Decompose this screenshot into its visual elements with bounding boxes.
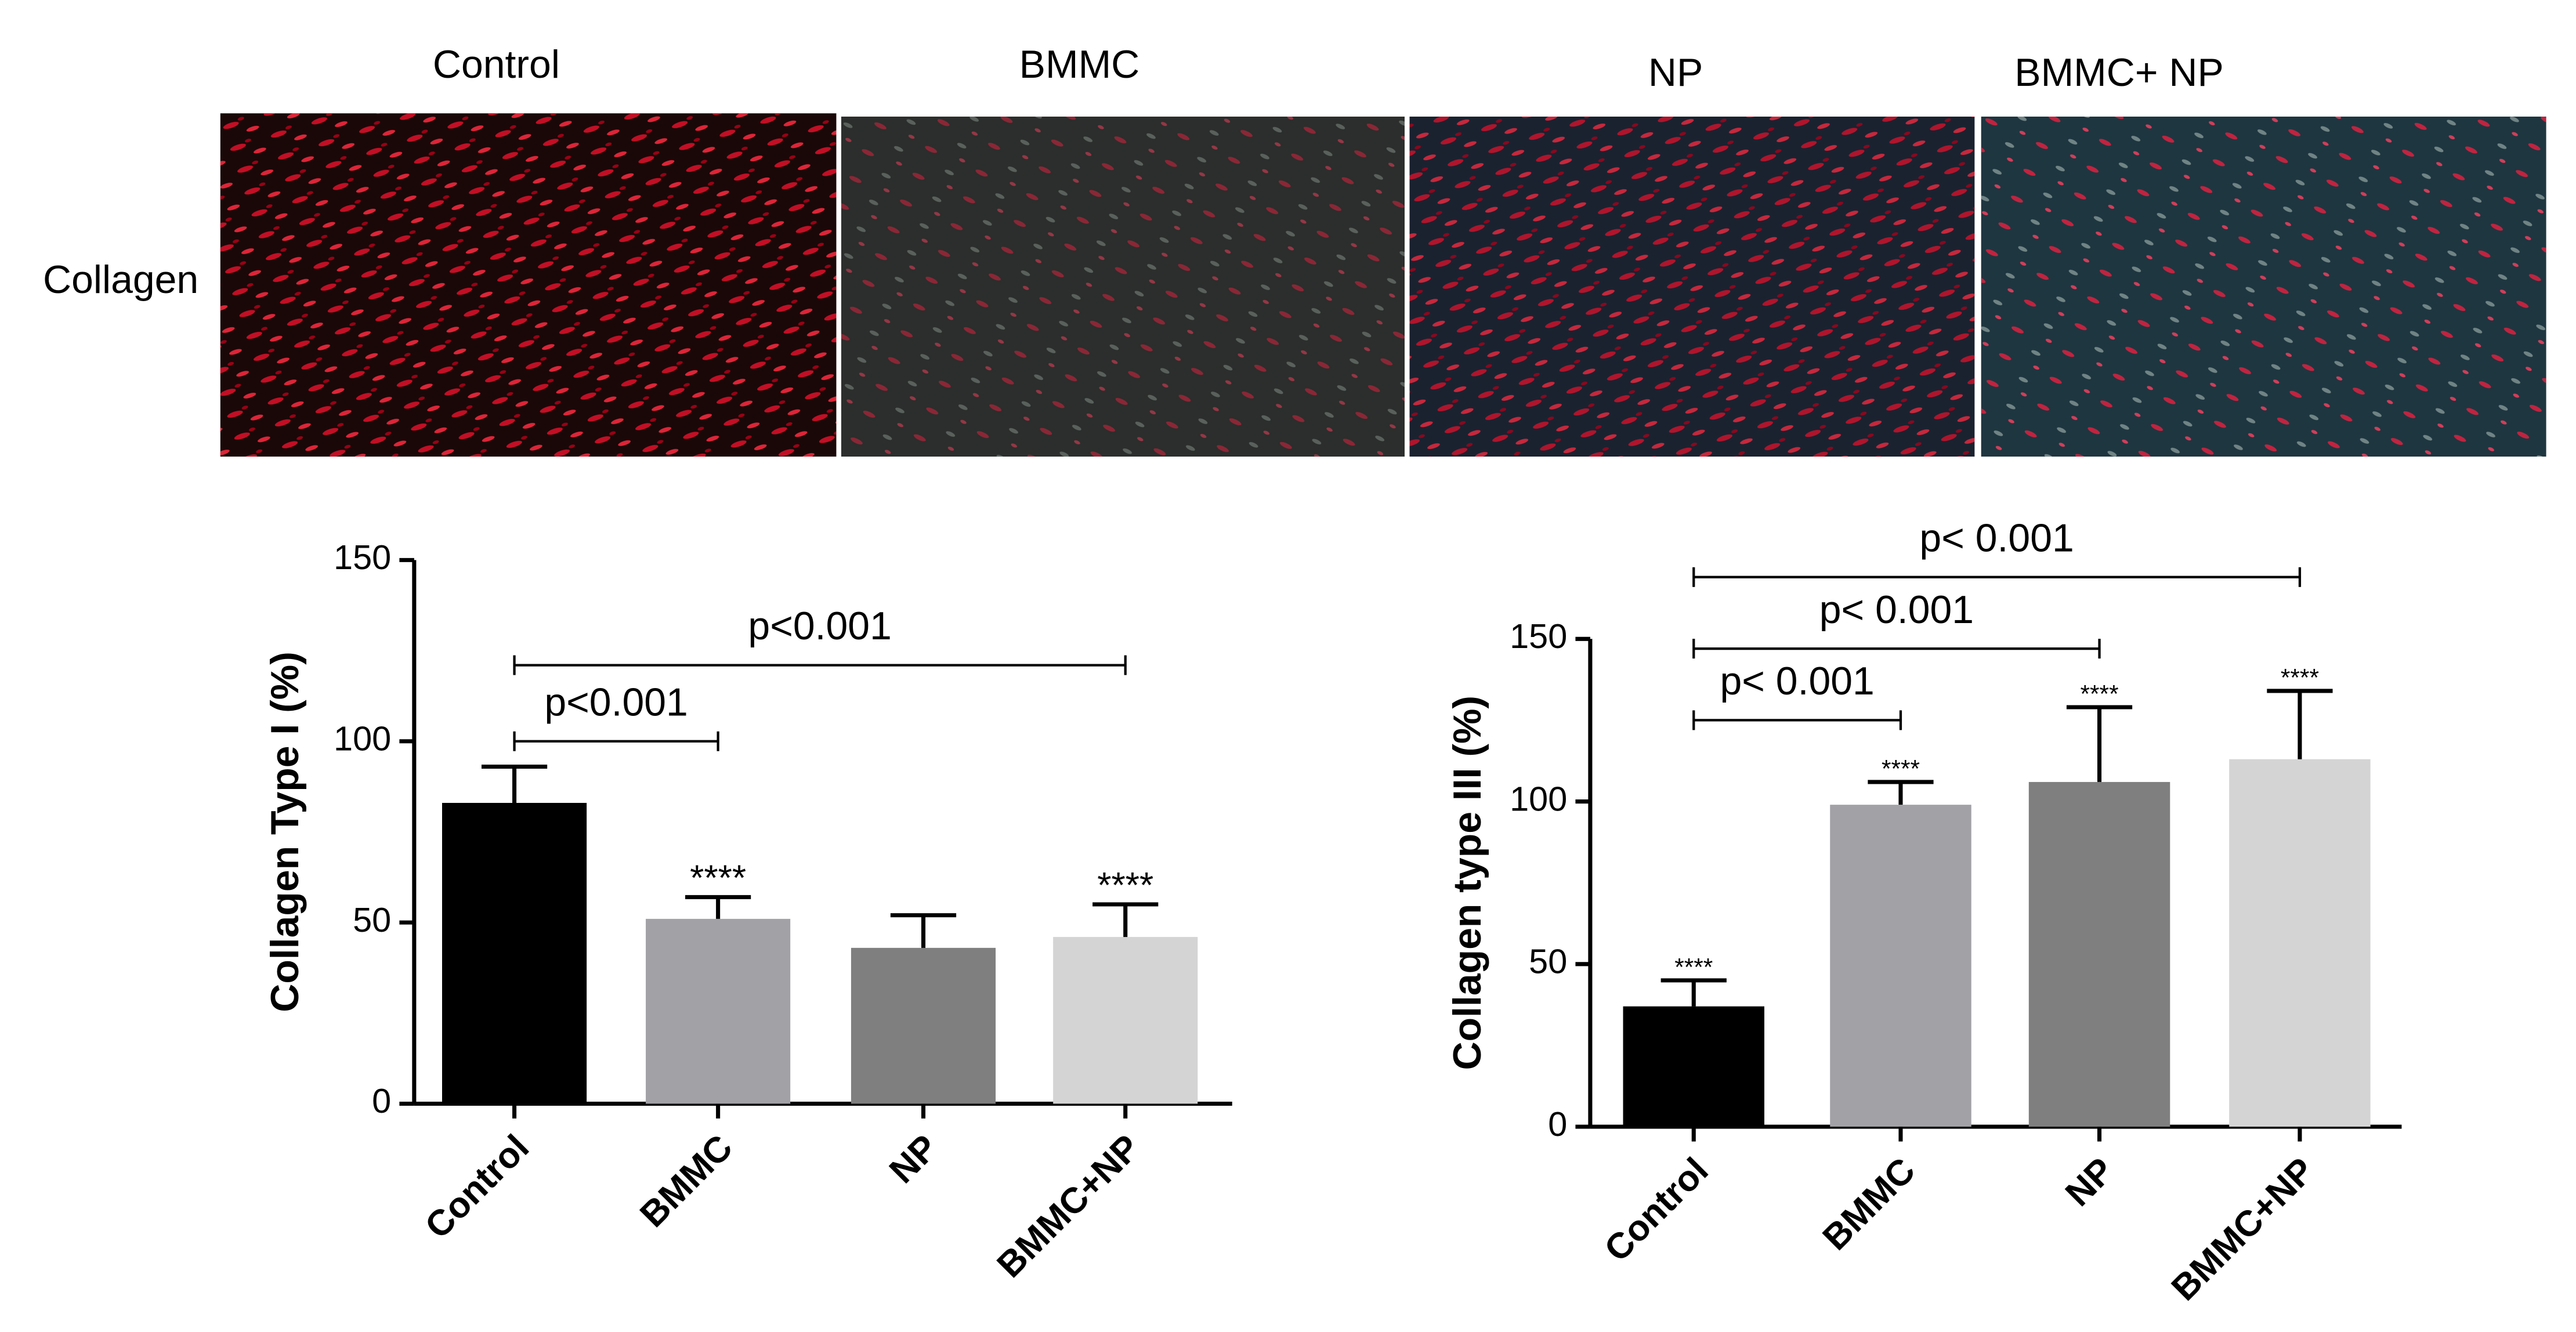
bracket-label: p< 0.001 bbox=[1720, 659, 1874, 703]
x-tick-label: Control bbox=[418, 1127, 537, 1246]
y-tick-label: 150 bbox=[1510, 617, 1567, 656]
panel-label: Control bbox=[433, 42, 560, 86]
x-tick-label: BMMC+NP bbox=[990, 1127, 1148, 1286]
x-tick-label: BMMC bbox=[1815, 1150, 1923, 1258]
x-tick-label: NP bbox=[882, 1127, 946, 1191]
bar-chart: 0 50 100 150 Collagen Type I (%) Control BMMC *… bbox=[263, 538, 1232, 1286]
bracket-label: p< 0.001 bbox=[1919, 516, 2074, 560]
panel-label: BMMC+ NP bbox=[2014, 50, 2224, 95]
significance-label: **** bbox=[1674, 953, 1713, 980]
micrograph-texture bbox=[220, 113, 837, 457]
x-tick-label: Control bbox=[1597, 1150, 1716, 1269]
y-tick-label: 150 bbox=[334, 538, 391, 577]
bracket-label: p<0.001 bbox=[544, 680, 688, 724]
x-tick-label: BMMC+NP bbox=[2164, 1150, 2322, 1309]
micrographs bbox=[220, 113, 2546, 457]
bracket-label: p< 0.001 bbox=[1819, 588, 1974, 632]
y-axis-label: Collagen type III (%) bbox=[1445, 696, 1489, 1070]
panel-label: NP bbox=[1648, 50, 1703, 95]
significance-label: **** bbox=[690, 859, 746, 899]
row-label: Collagen bbox=[43, 258, 198, 302]
y-tick-label: 50 bbox=[353, 900, 391, 939]
bar bbox=[1053, 937, 1198, 1104]
y-tick-label: 50 bbox=[1529, 942, 1567, 981]
x-tick-label: BMMC bbox=[632, 1127, 740, 1235]
y-axis-label: Collagen Type I (%) bbox=[263, 651, 307, 1012]
bar bbox=[1830, 805, 1971, 1127]
bar bbox=[2229, 759, 2371, 1127]
micrograph-texture bbox=[841, 117, 1405, 457]
bar bbox=[1623, 1006, 1765, 1127]
bar-chart: 0 50 100 150 Collagen type III (%) Control ***… bbox=[1445, 516, 2402, 1309]
x-tick-label: NP bbox=[2058, 1150, 2122, 1214]
significance-label: **** bbox=[1882, 755, 1920, 782]
micrograph-texture bbox=[1981, 117, 2546, 457]
bar bbox=[442, 802, 587, 1104]
y-tick-label: 0 bbox=[1548, 1105, 1567, 1143]
bar bbox=[851, 947, 996, 1104]
significance-label: **** bbox=[2281, 664, 2319, 691]
bracket-label: p<0.001 bbox=[748, 604, 891, 648]
bar bbox=[2028, 781, 2170, 1127]
micrograph-texture bbox=[1409, 117, 1975, 457]
y-tick-label: 100 bbox=[1510, 779, 1567, 818]
y-tick-label: 0 bbox=[372, 1081, 391, 1120]
significance-label: **** bbox=[1097, 866, 1153, 906]
significance-label: **** bbox=[2081, 680, 2119, 707]
bar bbox=[646, 918, 791, 1104]
panel-label: BMMC bbox=[1019, 42, 1140, 86]
y-tick-label: 100 bbox=[334, 719, 391, 758]
